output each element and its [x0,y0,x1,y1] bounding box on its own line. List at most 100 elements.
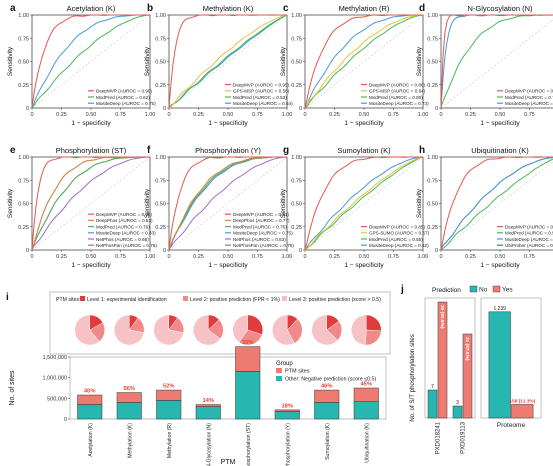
legend-swatch-no [469,285,478,293]
x-axis-label: 1 − specificity [208,120,248,127]
y-tick-label: 0.50 [155,60,166,66]
x-tick-label: 0.25 [465,112,476,118]
y-tick-label: 1.00 [155,155,166,161]
bar-ptm [195,404,221,407]
panel-title: N-Glycosylation (N) [467,4,533,13]
bar-pct-label: 14% [202,398,214,404]
y-tick-label: 0.25 [427,225,438,231]
bar-ptm [116,392,142,403]
x-tick-label: 0.75 [115,254,126,260]
legend-entry: ModPred (AUROC = 0.60) [369,95,423,100]
panel-title: Ubiquitination (K) [471,146,529,155]
legend-swatch-ptm [276,368,282,373]
x-tick-label: 0.25 [465,254,476,260]
y-tick-label: 1.00 [427,13,438,19]
y-axis-label: No. of S/T phosphorylation sites [409,334,416,422]
pie-slice-l2 [238,329,263,346]
x-tick-label: Phosphorylation (Y) [285,423,291,466]
y-tick-label: 500,000 [47,396,67,402]
legend-entry: MusiteDeep (AUROC = 0.75) [233,231,293,236]
roc-panel-b: b Methylation (K) 00 0.25 0.25 0.50 0.50 0.75 0.… [144,3,293,127]
x-axis-label: 1 − specificity [344,120,384,127]
x-tick-label: 0.25 [193,254,204,260]
panel-letter: c [283,3,289,14]
roc-panel-h: h Ubiquitination (K) 00 0.25 0.25 0.50 0.50 0.7… [416,145,553,269]
bar-other [195,406,221,420]
panel-title: Methylation (R) [339,4,390,13]
bar-other [235,371,261,420]
x-tick-label: 0.50 [495,254,506,260]
chance-diagonal [304,14,424,109]
y-tick-label: 0.25 [155,225,166,231]
panel-letter: a [10,3,16,14]
bar-ptm [77,394,103,405]
legend-entry: UbiProber (AUROC = 0.65) [505,243,553,248]
y-tick-label: 1.00 [155,13,166,19]
x-tick-label: 0.50 [359,112,370,118]
bar-no-label: 3 [456,400,459,406]
panel-i: i PTM sites: Level 1: experimental identif… [6,291,391,466]
y-tick-label: 0.25 [18,225,29,231]
roc-curve-gps [304,14,424,108]
roc-curve-musitedeep [440,156,553,250]
pie-legend-l3: Level 3: positive prediction (score > 0.… [289,297,381,303]
bar-no [452,405,463,419]
bar-no [488,311,511,419]
roc-curve-musitedeep [304,156,424,251]
panel-title: Methylation (K) [203,4,254,13]
x-tick-label: 0.75 [524,254,535,260]
y-tick-label: 1,500,000 [43,355,67,361]
x-tick-label: N-Glycosylation (N) [206,423,212,466]
panel-letter: b [147,3,153,14]
legend-entry-other: Other: Negative prediction (score ≤0.5) [285,377,376,383]
plot-frame [440,156,553,251]
roc-panel-e: e Phosphorylation (ST) 00 0.25 0.25 0.50 0.50 0… [7,145,157,269]
x-axis-label: 1 − specificity [480,120,520,127]
bar-no-label: 7 [431,384,434,390]
y-tick-label: 0 [26,106,29,112]
pie-slice-l3 [193,314,221,346]
roc-curve-deepmvp [440,156,553,251]
pie-slice-l3 [232,314,248,343]
panel-letter: f [147,145,151,156]
roc-curve-musitedeep [31,14,150,109]
y-tick-label: 1,000,000 [43,376,67,382]
roc-curve-deepmvp [31,156,150,251]
roc-curve-modpred [168,14,288,108]
legend-title: Prediction [432,287,461,294]
y-tick-label: 0 [163,106,166,112]
x-tick-label: 1.00 [145,254,156,260]
legend-entry-no: No [479,287,488,294]
pie-legend-swatch-l2 [183,296,188,301]
y-tick-label: 0 [435,106,438,112]
legend-entry: ModPred (AUROC = 0.56) [505,231,553,236]
y-axis-label: Sensitivity [144,46,151,76]
y-tick-label: 0 [26,248,29,254]
x-tick-label: 0 [439,254,442,260]
panel-letter: e [10,145,16,156]
roc-panel-g: g Sumoylation (K) 00 0.25 0.25 0.50 0.50 0.75 0.… [280,145,430,269]
x-tick-label: 1.00 [282,254,293,260]
legend-entry: ModPred (AUROC = 0.76) [233,224,287,229]
x-tick-label: 0.50 [495,112,506,118]
legend-entry: DeepPhos (AUROC = 0.83) [96,218,153,223]
legend-entry: NetPhos (AUROC = 0.63) [233,237,286,242]
x-tick-label: 0.25 [329,112,340,118]
bar-pct-label: 45% [360,382,372,388]
x-tick-label: 0.75 [115,112,126,118]
bar-ptm [353,387,379,402]
legend-entry: DeepMVP (AUROC = 0.86) [369,82,425,87]
y-tick-label: 1.00 [291,155,302,161]
y-tick-label: 0.75 [18,178,29,184]
bar-ptm [156,389,182,401]
x-axis-label: 1 − specificity [344,262,384,269]
y-tick-label: 1.00 [291,13,302,19]
legend-entry: GPS-MSP (AUROC = 0.64) [369,89,426,94]
bar-pct-label: 56% [123,386,135,392]
x-tick-label: 1.00 [418,254,429,260]
bar-other [274,411,300,420]
x-axis-label: PTM [221,459,236,466]
x-tick-label: 0 [30,112,33,118]
x-tick-label: 0.75 [388,254,399,260]
y-tick-label: 0 [299,248,302,254]
